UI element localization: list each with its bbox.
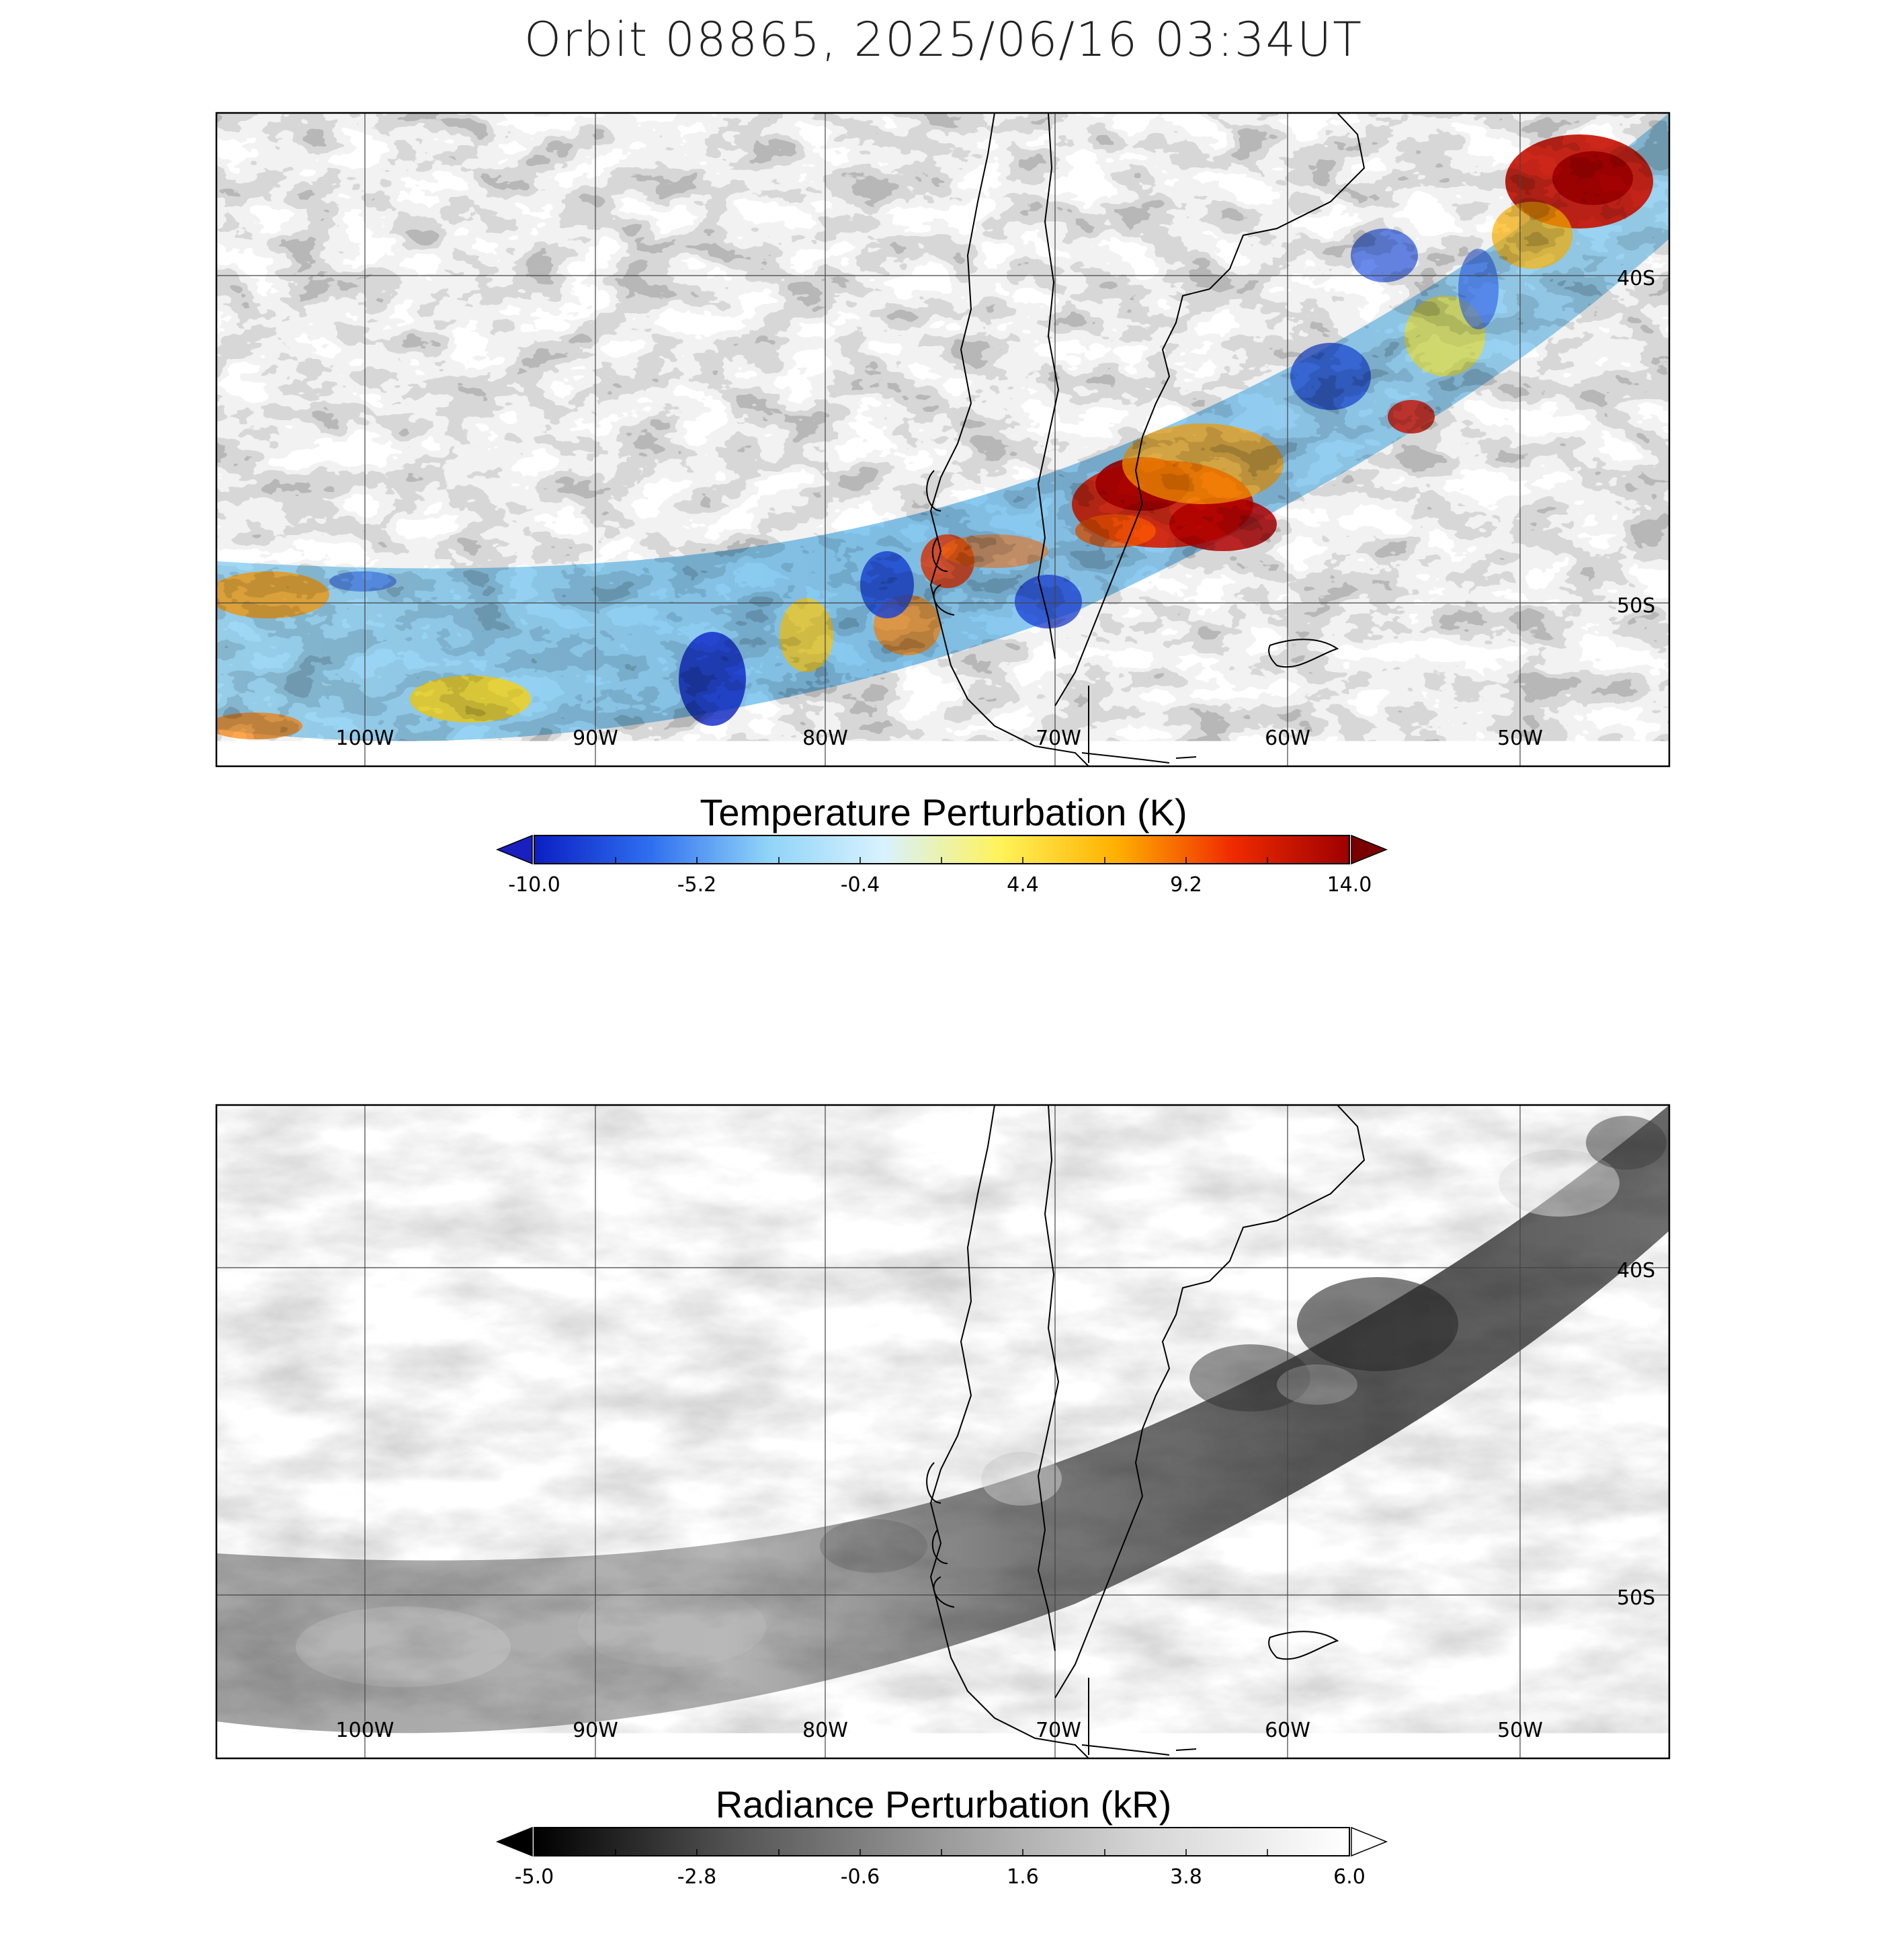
colorbar-min-arrow — [495, 834, 533, 865]
temperature-map-panel — [216, 113, 1669, 766]
radiance-max-arrow — [1351, 1826, 1388, 1857]
latitude-labels-top: 40S 50S — [1617, 267, 1655, 618]
radiance-colorbar-title: Radiance Perturbation (kR) — [716, 1783, 1172, 1826]
rad-tick-0: -5.0 — [515, 1865, 554, 1889]
lat-label-40s: 40S — [1617, 267, 1655, 290]
lat-label-40s-b: 40S — [1617, 1259, 1655, 1282]
radiance-colorbar-ticks — [534, 1849, 1268, 1856]
temp-tick-4: 9.2 — [1170, 873, 1202, 897]
lon-label-80w: 80W — [802, 727, 848, 750]
lon-label-70w: 70W — [1036, 727, 1081, 750]
rad-tick-2: -0.6 — [841, 1865, 880, 1889]
rad-tick-1: -2.8 — [677, 1865, 717, 1889]
rad-tick-3: 1.6 — [1007, 1865, 1039, 1889]
lat-label-50s-b: 50S — [1617, 1586, 1655, 1610]
radiance-min-arrow — [495, 1826, 533, 1857]
longitude-labels-bottom: 100W 90W 80W 70W 60W 50W — [336, 1719, 1543, 1742]
coastline-bottom — [926, 1105, 1366, 1758]
map-frame-bottom — [215, 1104, 1671, 1760]
temperature-swath — [216, 113, 1669, 741]
lon-label-60w-b: 60W — [1265, 1719, 1310, 1742]
temp-tick-1: -5.2 — [677, 873, 717, 897]
rad-tick-4: 3.8 — [1170, 1865, 1202, 1889]
temp-tick-2: -0.4 — [841, 873, 880, 897]
lon-label-70w-b: 70W — [1036, 1719, 1081, 1742]
temp-tick-5: 14.0 — [1327, 873, 1372, 897]
temp-tick-0: -10.0 — [508, 873, 560, 897]
lon-label-50w-b: 50W — [1497, 1719, 1543, 1742]
radiance-swath — [216, 1105, 1669, 1733]
temperature-colorbar: Temperature Perturbation (K) -10.0 -5.2 … — [495, 791, 1388, 897]
rad-tick-5: 6.0 — [1333, 1865, 1366, 1889]
latitude-labels-bottom: 40S 50S — [1617, 1259, 1655, 1610]
lon-label-100w: 100W — [336, 727, 394, 750]
lat-label-50s: 50S — [1617, 594, 1655, 618]
lon-label-90w: 90W — [573, 727, 618, 750]
lon-label-50w: 50W — [1497, 727, 1543, 750]
coastline-top — [926, 113, 1366, 766]
figure-title: Orbit 08865, 2025/06/16 03:34UT — [523, 12, 1364, 67]
temperature-colorbar-ticks — [534, 857, 1268, 864]
temp-tick-3: 4.4 — [1007, 873, 1039, 897]
radiance-map-panel — [216, 1105, 1669, 1758]
longitude-labels-top: 100W 90W 80W 70W 60W 50W — [336, 727, 1543, 750]
lon-label-60w: 60W — [1265, 727, 1310, 750]
lon-label-80w-b: 80W — [802, 1719, 848, 1742]
colorbar-max-arrow — [1351, 834, 1388, 865]
temperature-colorbar-title: Temperature Perturbation (K) — [700, 791, 1187, 833]
map-frame-top — [215, 112, 1671, 768]
radiance-colorbar: Radiance Perturbation (kR) -5.0 -2.8 -0.… — [495, 1783, 1388, 1889]
lon-label-100w-b: 100W — [336, 1719, 394, 1742]
lon-label-90w-b: 90W — [573, 1719, 618, 1742]
